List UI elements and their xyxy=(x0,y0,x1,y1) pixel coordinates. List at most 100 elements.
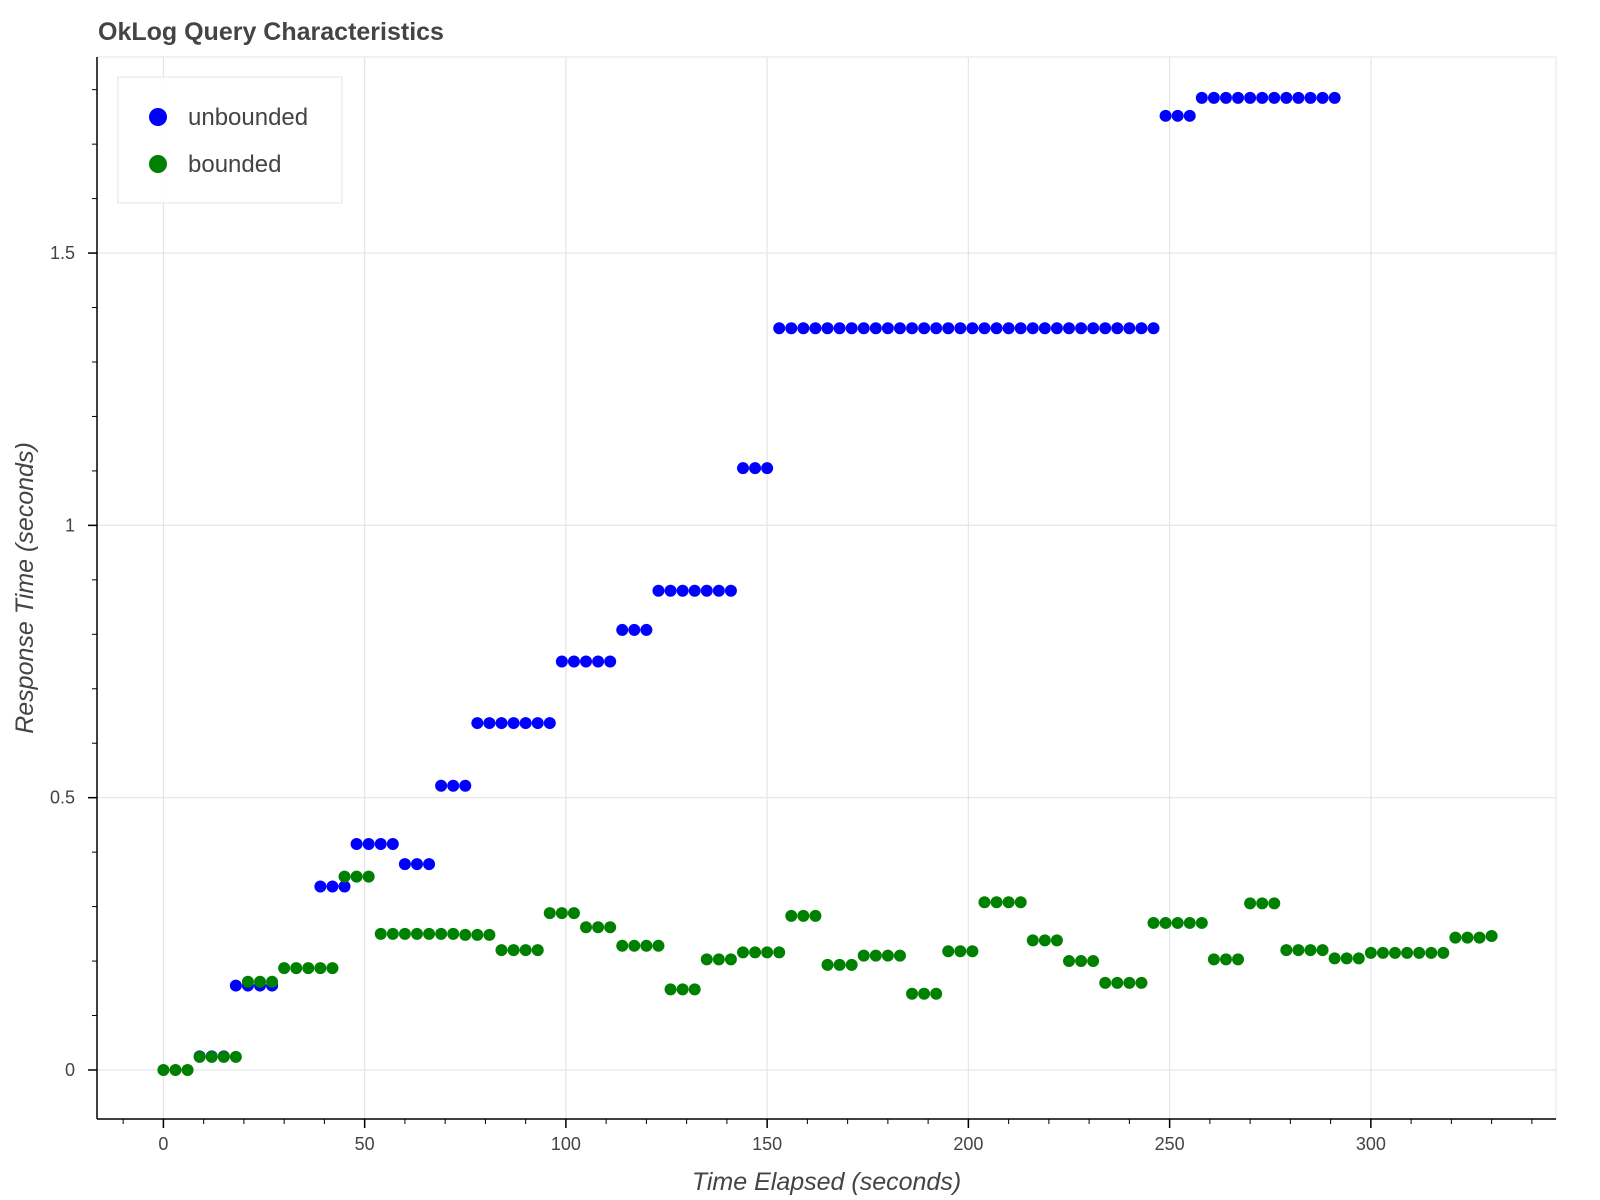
point-unbounded xyxy=(338,880,351,893)
point-unbounded xyxy=(435,779,448,792)
point-unbounded xyxy=(966,322,979,335)
point-unbounded xyxy=(845,322,858,335)
point-unbounded xyxy=(833,322,846,335)
x-tick-label: 150 xyxy=(752,1134,782,1154)
point-unbounded xyxy=(942,322,955,335)
point-unbounded xyxy=(398,858,411,871)
point-unbounded xyxy=(700,584,713,597)
point-bounded xyxy=(1485,930,1498,943)
point-unbounded xyxy=(869,322,882,335)
point-bounded xyxy=(580,921,593,934)
point-unbounded xyxy=(857,322,870,335)
legend-label-bounded: bounded xyxy=(188,151,281,178)
point-bounded xyxy=(942,945,955,958)
point-bounded xyxy=(930,987,943,1000)
legend-marker-unbounded xyxy=(149,108,167,126)
point-bounded xyxy=(386,927,399,940)
point-bounded xyxy=(1219,953,1232,966)
point-unbounded xyxy=(918,322,931,335)
point-unbounded xyxy=(592,655,605,668)
point-bounded xyxy=(857,949,870,962)
point-unbounded xyxy=(483,717,496,730)
point-bounded xyxy=(869,949,882,962)
point-unbounded xyxy=(712,584,725,597)
point-bounded xyxy=(821,958,834,971)
point-bounded xyxy=(773,946,786,959)
point-bounded xyxy=(1413,946,1426,959)
point-bounded xyxy=(1364,946,1377,959)
point-unbounded xyxy=(1219,91,1232,104)
point-bounded xyxy=(1352,952,1365,965)
point-bounded xyxy=(712,953,725,966)
point-bounded xyxy=(616,939,629,952)
point-bounded xyxy=(266,975,279,988)
x-tick-label: 200 xyxy=(953,1134,983,1154)
point-bounded xyxy=(1473,931,1486,944)
point-unbounded xyxy=(423,858,436,871)
point-bounded xyxy=(966,945,979,958)
point-bounded xyxy=(374,927,387,940)
point-unbounded xyxy=(821,322,834,335)
point-unbounded xyxy=(471,717,484,730)
point-bounded xyxy=(1075,955,1088,968)
point-bounded xyxy=(471,928,484,941)
point-bounded xyxy=(1183,916,1196,929)
point-bounded xyxy=(543,907,556,920)
point-unbounded xyxy=(507,717,520,730)
point-unbounded xyxy=(374,837,387,850)
point-bounded xyxy=(1280,944,1293,957)
point-unbounded xyxy=(761,462,774,475)
y-tick-label: 0.5 xyxy=(50,788,75,808)
point-bounded xyxy=(845,958,858,971)
point-bounded xyxy=(1195,916,1208,929)
point-bounded xyxy=(229,1050,242,1063)
point-bounded xyxy=(1328,952,1341,965)
point-bounded xyxy=(398,927,411,940)
point-bounded xyxy=(1376,946,1389,959)
point-bounded xyxy=(241,975,254,988)
point-unbounded xyxy=(314,880,327,893)
point-bounded xyxy=(1268,897,1281,910)
chart-title: OkLog Query Characteristics xyxy=(98,18,444,46)
grid xyxy=(97,57,1556,1119)
point-bounded xyxy=(954,945,967,958)
point-unbounded xyxy=(652,584,665,597)
point-unbounded xyxy=(1099,322,1112,335)
point-bounded xyxy=(881,949,894,962)
point-unbounded xyxy=(447,779,460,792)
point-bounded xyxy=(1232,953,1245,966)
point-bounded xyxy=(326,962,339,975)
point-bounded xyxy=(290,962,303,975)
point-unbounded xyxy=(326,880,339,893)
point-bounded xyxy=(700,953,713,966)
point-bounded xyxy=(652,939,665,952)
point-unbounded xyxy=(229,979,242,992)
point-bounded xyxy=(1425,946,1438,959)
legend: unbounded bounded xyxy=(117,76,343,204)
point-bounded xyxy=(1340,952,1353,965)
point-unbounded xyxy=(1304,91,1317,104)
point-bounded xyxy=(628,939,641,952)
point-bounded xyxy=(1401,946,1414,959)
point-bounded xyxy=(1316,944,1329,957)
point-bounded xyxy=(1244,897,1257,910)
point-unbounded xyxy=(531,717,544,730)
series-bounded xyxy=(157,870,1498,1076)
point-bounded xyxy=(423,927,436,940)
point-bounded xyxy=(1437,946,1450,959)
point-bounded xyxy=(447,927,460,940)
point-unbounded xyxy=(749,462,762,475)
data-points xyxy=(157,91,1498,1076)
point-unbounded xyxy=(1050,322,1063,335)
point-unbounded xyxy=(688,584,701,597)
point-bounded xyxy=(555,907,568,920)
point-bounded xyxy=(507,944,520,957)
point-unbounded xyxy=(1316,91,1329,104)
point-bounded xyxy=(350,870,363,883)
point-bounded xyxy=(519,944,532,957)
point-unbounded xyxy=(519,717,532,730)
point-unbounded xyxy=(1171,109,1184,122)
point-bounded xyxy=(278,962,291,975)
point-unbounded xyxy=(676,584,689,597)
